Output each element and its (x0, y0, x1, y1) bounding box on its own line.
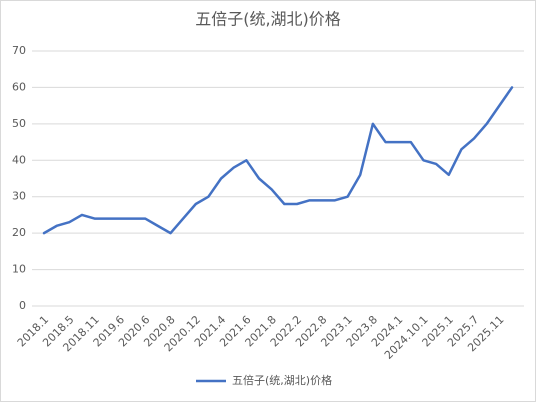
y-tick-label: 70 (12, 44, 26, 57)
y-tick-label: 60 (12, 80, 26, 93)
y-tick-label: 20 (12, 226, 26, 239)
y-tick-label: 0 (19, 299, 26, 312)
chart-title: 五倍子(统,湖北)价格 (195, 10, 341, 29)
legend-label: 五倍子(统,湖北)价格 (232, 373, 332, 387)
y-tick-label: 30 (12, 190, 26, 203)
y-tick-label: 10 (12, 263, 26, 276)
data-line (42, 86, 514, 235)
y-tick-label: 40 (12, 153, 26, 166)
y-tick-label: 50 (12, 117, 26, 130)
